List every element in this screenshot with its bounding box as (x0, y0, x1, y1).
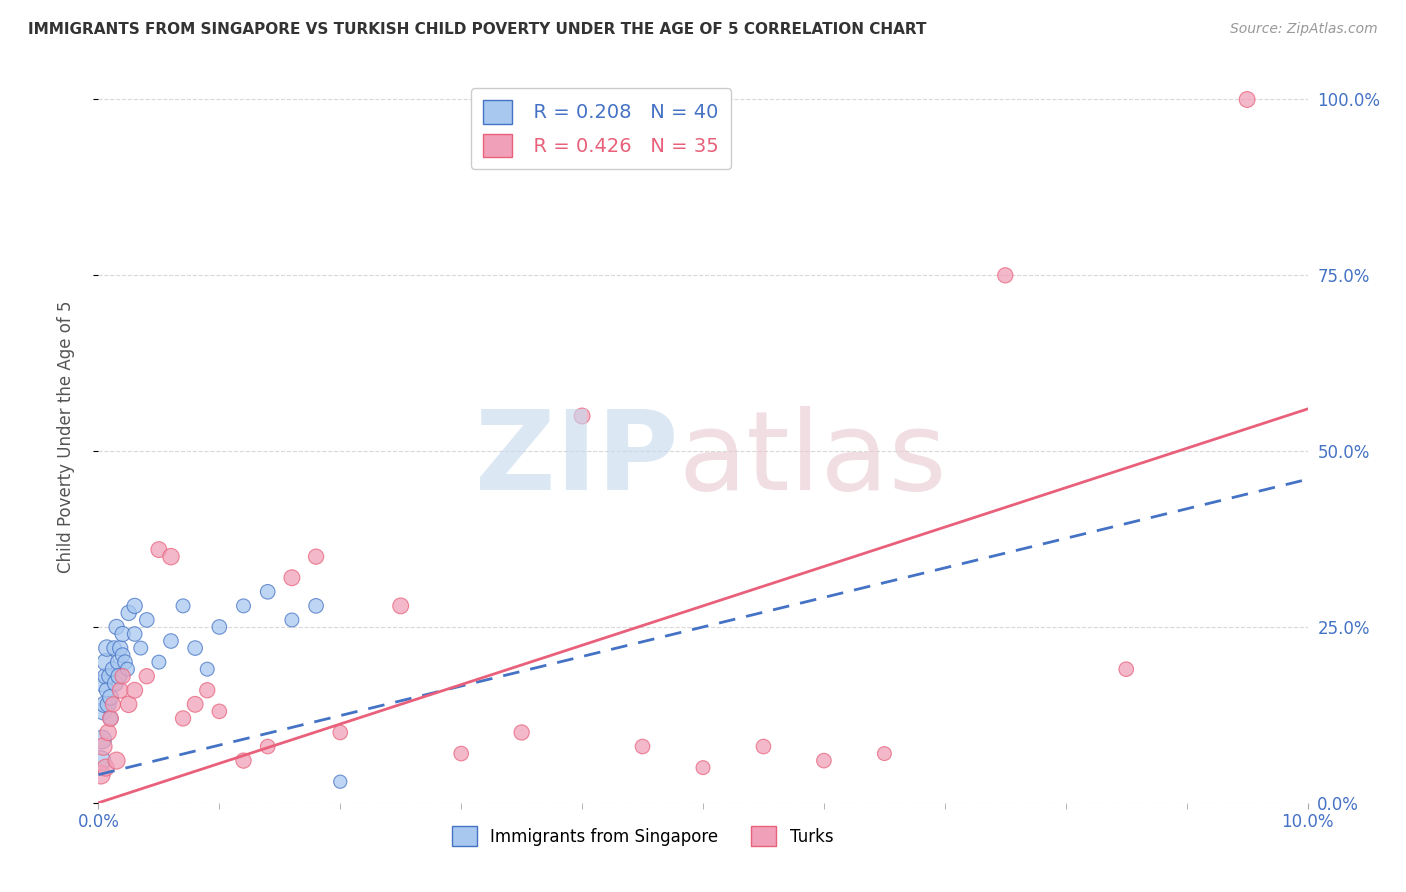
Point (124, 683, 146, 698)
Point (107, 655, 129, 669)
Text: atlas: atlas (679, 406, 948, 513)
Legend: Immigrants from Singapore, Turks: Immigrants from Singapore, Turks (446, 820, 839, 853)
Point (111, 669, 134, 683)
Point (813, 754, 835, 768)
Point (160, 634, 183, 648)
Point (994, 268, 1017, 283)
Point (101, 698, 124, 712)
Point (104, 676, 127, 690)
Point (114, 655, 136, 669)
Point (305, 599, 328, 613)
Point (208, 705, 231, 719)
Point (94, 655, 117, 669)
Point (873, 747, 896, 761)
Point (305, 549, 328, 564)
Point (184, 641, 207, 656)
Point (105, 754, 128, 768)
Point (91, 676, 114, 690)
Text: ZIP: ZIP (475, 406, 679, 513)
Point (329, 774, 352, 789)
Text: Source: ZipAtlas.com: Source: ZipAtlas.com (1230, 22, 1378, 37)
Text: IMMIGRANTS FROM SINGAPORE VS TURKISH CHILD POVERTY UNDER THE AGE OF 5 CORRELATIO: IMMIGRANTS FROM SINGAPORE VS TURKISH CHI… (28, 22, 927, 37)
Point (1115, 662, 1137, 676)
Point (97, 698, 120, 712)
Point (91, 739, 114, 754)
Point (692, 761, 714, 775)
Point (195, 662, 218, 676)
Point (1236, 93, 1258, 107)
Point (256, 739, 278, 754)
Point (118, 698, 141, 712)
Point (96, 641, 118, 656)
Point (281, 613, 304, 627)
Y-axis label: Child Poverty Under the Age of 5: Child Poverty Under the Age of 5 (56, 301, 75, 574)
Point (94, 761, 117, 775)
Point (100, 711, 122, 725)
Point (329, 725, 352, 739)
Point (135, 669, 157, 683)
Point (129, 641, 152, 656)
Point (111, 627, 134, 641)
Point (101, 662, 124, 676)
Point (389, 599, 412, 613)
Point (160, 549, 183, 564)
Point (172, 599, 194, 613)
Point (195, 683, 218, 698)
Point (148, 542, 170, 557)
Point (117, 662, 139, 676)
Point (111, 648, 134, 662)
Point (450, 747, 472, 761)
Point (571, 409, 593, 423)
Point (90, 767, 112, 781)
Point (100, 711, 122, 725)
Point (124, 627, 146, 641)
Point (96, 683, 118, 698)
Point (124, 599, 146, 613)
Point (232, 599, 254, 613)
Point (118, 606, 141, 620)
Point (510, 725, 533, 739)
Point (94, 669, 117, 683)
Point (256, 584, 278, 599)
Point (172, 711, 194, 725)
Point (631, 739, 654, 754)
Point (93, 698, 115, 712)
Point (103, 641, 125, 656)
Point (148, 655, 170, 669)
Point (98, 669, 121, 683)
Point (208, 620, 231, 634)
Point (108, 669, 131, 683)
Point (91, 705, 114, 719)
Point (100, 690, 122, 705)
Point (752, 739, 775, 754)
Point (108, 683, 131, 698)
Point (108, 641, 131, 656)
Point (232, 754, 254, 768)
Point (90, 754, 112, 768)
Point (105, 620, 128, 634)
Point (97, 725, 120, 739)
Point (135, 613, 157, 627)
Point (184, 698, 207, 712)
Point (91, 732, 114, 747)
Point (281, 571, 304, 585)
